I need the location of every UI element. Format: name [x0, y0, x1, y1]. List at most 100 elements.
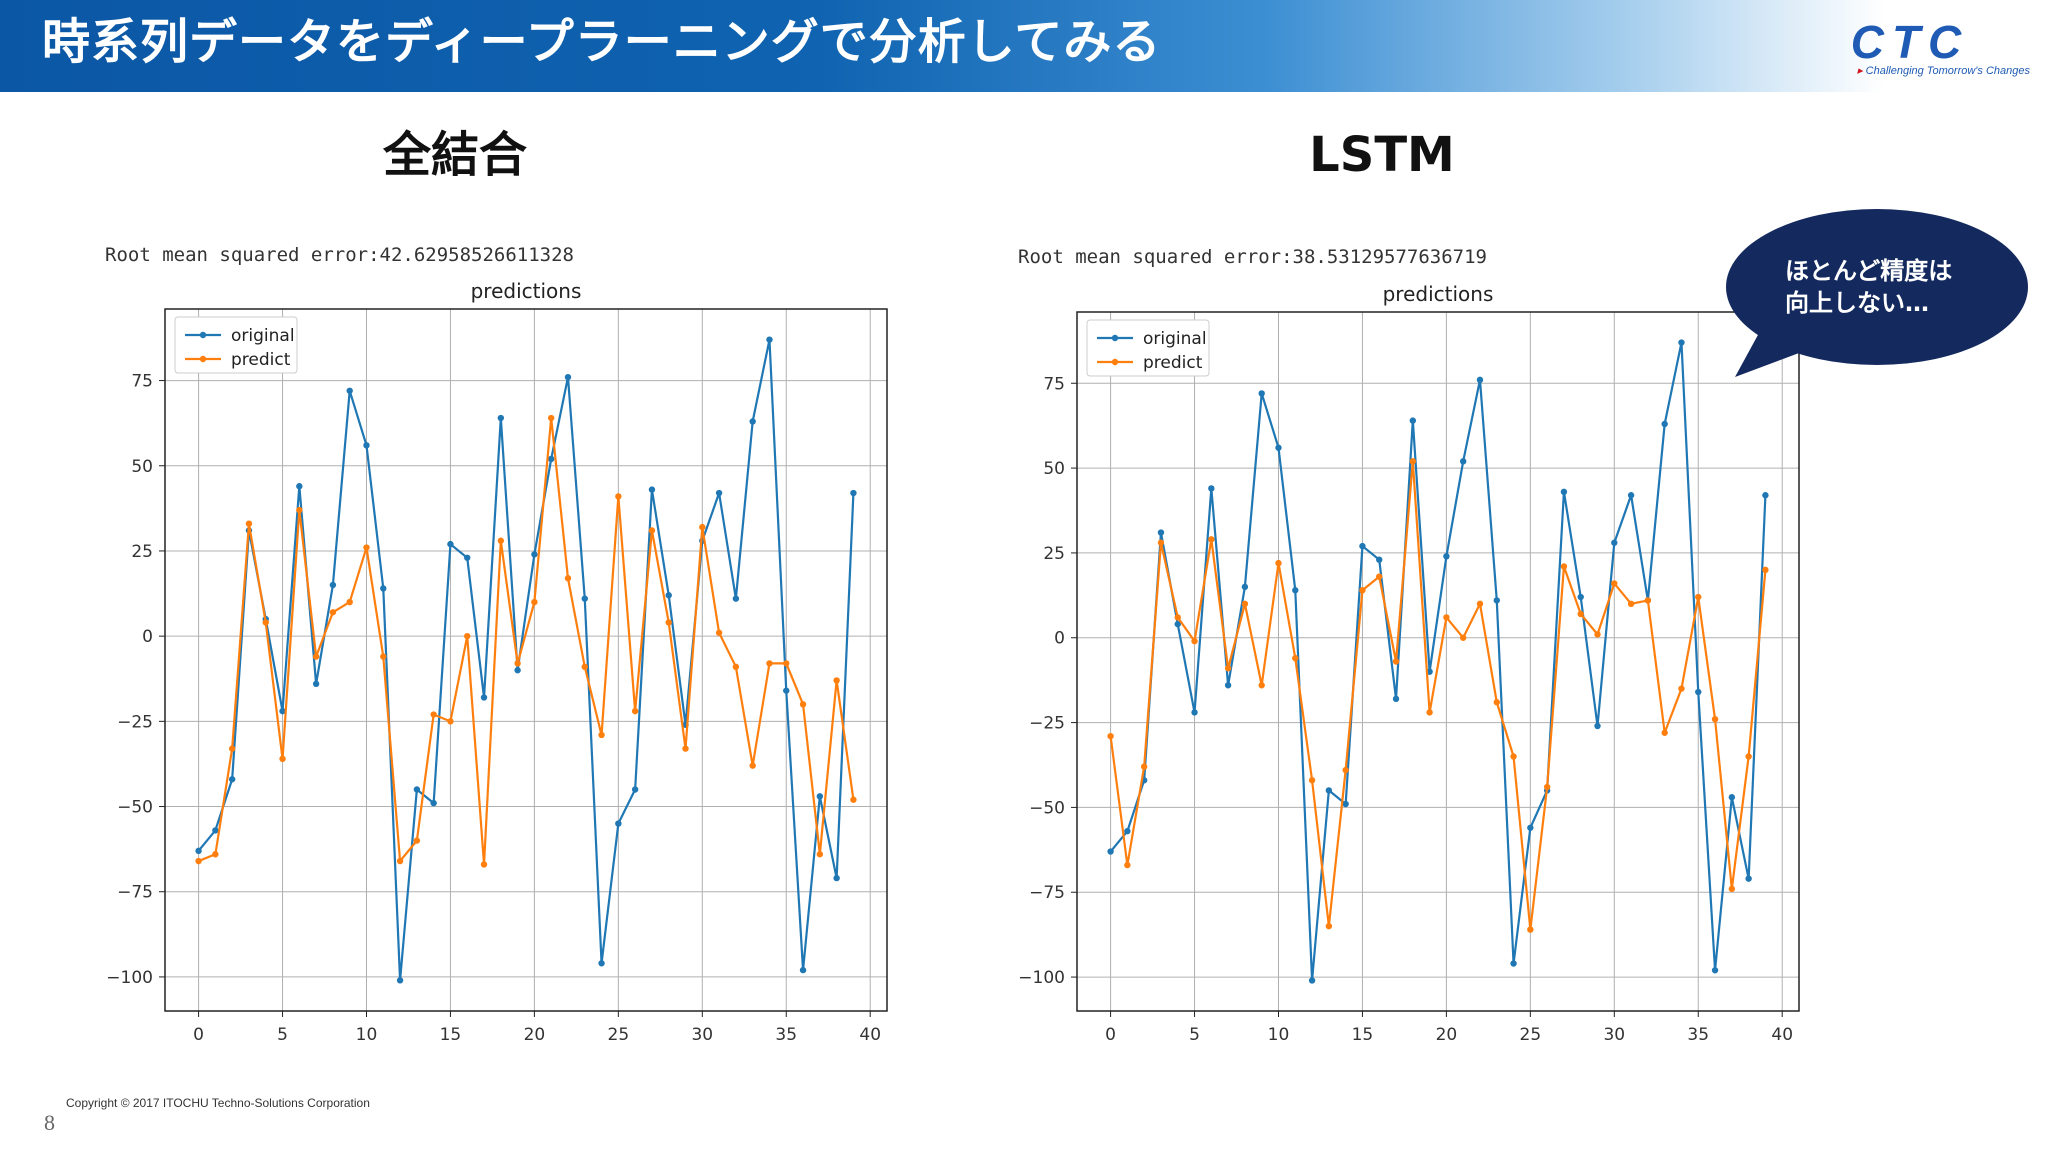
x-tick-label: 40 [859, 1025, 881, 1045]
original-point [581, 595, 588, 602]
original-point [749, 418, 756, 425]
predict-point [1711, 715, 1719, 723]
legend-marker [199, 331, 207, 339]
callout-text: ほとんど精度は 向上しない… [1785, 255, 2005, 319]
predict-point [1762, 566, 1769, 574]
chart-title: predictions [471, 279, 582, 303]
original-point [1476, 376, 1484, 384]
callout-line-1: ほとんど精度は [1785, 257, 1953, 285]
y-tick-label: 25 [131, 542, 153, 562]
predict-point [1577, 610, 1584, 618]
predict-point [1627, 600, 1635, 608]
callout-line-2: 向上しない… [1785, 289, 1929, 317]
x-tick-label: 0 [1105, 1025, 1116, 1045]
predict-point [1292, 654, 1299, 662]
predict-point [1426, 709, 1433, 716]
legend-marker [1111, 358, 1119, 366]
original-point [514, 667, 521, 674]
right-chart-heading: LSTM [1309, 127, 1455, 183]
x-tick-label: 25 [1520, 1025, 1542, 1045]
original-point [615, 820, 622, 827]
original-point [715, 489, 723, 497]
y-tick-label: 50 [1043, 459, 1065, 479]
original-point [1510, 960, 1517, 967]
predict-point [531, 598, 538, 606]
right-rmse-text: Root mean squared error:38.5312957763671… [1018, 246, 1487, 268]
original-point [1292, 587, 1299, 594]
y-tick-label: 50 [131, 457, 153, 477]
original-point [816, 793, 824, 800]
original-point [833, 874, 840, 882]
predict-point [1443, 614, 1450, 621]
original-point [1124, 827, 1131, 835]
predict-point [665, 619, 672, 626]
predict-point [850, 796, 857, 803]
predict-point [1376, 573, 1383, 580]
y-tick-label: 75 [1043, 374, 1065, 394]
predict-point [396, 857, 404, 865]
x-tick-label: 5 [1189, 1025, 1200, 1045]
original-point [598, 960, 605, 967]
original-point [1275, 444, 1282, 451]
predict-point [245, 520, 253, 527]
y-tick-label: −50 [1029, 798, 1065, 818]
original-point [480, 694, 488, 701]
predict-point [296, 506, 303, 514]
original-point [447, 540, 454, 548]
ctc-logo: CTC ▸ Challenging Tomorrow's Changes [1790, 18, 2030, 80]
x-tick-label: 20 [1436, 1025, 1458, 1045]
predict-point [1157, 539, 1165, 546]
x-tick-label: 10 [1268, 1025, 1290, 1045]
predict-point [1594, 631, 1601, 638]
original-point [1208, 485, 1215, 492]
predict-point [1208, 536, 1215, 543]
predict-point [1124, 861, 1131, 869]
predict-point [1275, 559, 1282, 567]
x-tick-label: 0 [193, 1025, 204, 1045]
predict-point [1107, 732, 1114, 740]
predict-point [1493, 699, 1500, 706]
callout-bubble [1726, 209, 2028, 377]
original-point [1627, 492, 1635, 499]
original-point [1191, 709, 1198, 716]
predict-point [1140, 763, 1148, 770]
predict-point [228, 745, 236, 752]
predict-point [1308, 777, 1316, 784]
y-tick-label: −25 [117, 712, 153, 732]
original-point [547, 455, 555, 463]
y-tick-label: −100 [1018, 968, 1065, 988]
copyright-text: Copyright © 2017 ITOCHU Techno-Solutions… [66, 1096, 370, 1110]
predict-point [1258, 682, 1265, 689]
predict-point [547, 414, 555, 422]
original-line [1109, 342, 1767, 981]
predict-point [1325, 922, 1333, 930]
predict-point [312, 653, 320, 660]
original-point [1711, 967, 1719, 974]
original-point [1493, 597, 1500, 604]
y-tick-label: −100 [106, 968, 153, 988]
original-point [1241, 583, 1249, 591]
title-bar: 時系列データをディープラーニングで分析してみる CTC ▸ Challengin… [0, 0, 2048, 92]
predict-line [1109, 461, 1767, 930]
predict-point [195, 857, 202, 865]
predict-point [1728, 885, 1736, 893]
original-point [1745, 875, 1752, 882]
original-point [1157, 529, 1165, 536]
original-point [665, 592, 672, 599]
original-point [1376, 556, 1383, 563]
predict-point [1174, 614, 1181, 621]
original-point [413, 786, 421, 793]
original-point [648, 486, 656, 493]
predict-point [497, 537, 505, 544]
original-point [1258, 390, 1265, 397]
chart-title: predictions [1383, 282, 1494, 306]
legend-marker [199, 355, 207, 363]
predict-point [1191, 637, 1198, 645]
predict-point [1527, 926, 1534, 933]
original-point [380, 585, 387, 592]
plot-frame [1076, 311, 1800, 1012]
legend-label: original [231, 326, 295, 346]
x-tick-label: 40 [1771, 1025, 1793, 1045]
x-tick-label: 5 [277, 1025, 288, 1045]
